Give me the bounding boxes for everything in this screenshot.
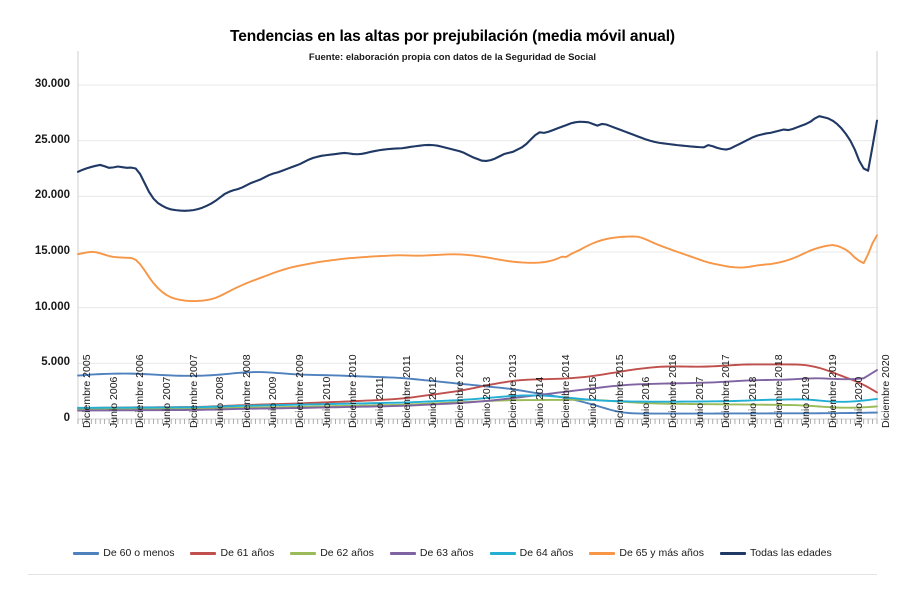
legend-swatch-icon: [589, 551, 616, 555]
x-axis-label: Junio 2017: [693, 376, 706, 428]
legend-label: De 60 o menos: [103, 547, 175, 559]
y-axis-label: 30.000: [34, 78, 70, 90]
x-axis-label: Junio 2019: [800, 376, 813, 428]
x-axis-label: Diciembre 2013: [507, 354, 520, 428]
chart-legend: De 60 o menos De 61 años De 62 años De 63 a…: [0, 548, 905, 559]
x-axis-label: Junio 2006: [107, 376, 120, 428]
x-axis-label: Junio 2013: [480, 376, 493, 428]
x-axis-label: Junio 2018: [746, 376, 759, 428]
legend-swatch-icon: [720, 551, 746, 555]
x-axis-label: Diciembre 2017: [720, 354, 733, 428]
x-axis-label: Junio 2020: [853, 376, 866, 428]
series-line-5: [77, 234, 878, 303]
legend-swatch-icon: [489, 551, 516, 555]
y-axis-label: 25.000: [34, 133, 70, 146]
x-axis-label: Diciembre 2020: [880, 354, 892, 428]
x-axis-label: Junio 2012: [427, 376, 440, 428]
x-axis-label: Diciembre 2014: [560, 354, 573, 428]
x-axis-label: Diciembre 2019: [826, 354, 839, 428]
y-axis-label: 15.000: [34, 245, 70, 257]
x-axis-label: Junio 2015: [587, 376, 600, 428]
y-axis-label: 10.000: [34, 300, 70, 313]
legend-item-4[interactable]: De 64 años: [489, 547, 574, 559]
legend-label: Todas las edades: [750, 547, 832, 559]
x-axis-label: Diciembre 2015: [613, 354, 626, 428]
x-axis-label: Diciembre 2008: [240, 354, 253, 428]
legend-swatch-icon: [73, 551, 100, 555]
x-axis-label: Diciembre 2010: [347, 354, 360, 428]
y-axis-label: 20.000: [34, 189, 70, 202]
legend-swatch-icon: [389, 551, 416, 555]
series-line-3: [77, 369, 878, 412]
x-axis-label: Junio 2014: [533, 376, 546, 428]
legend-label: De 65 y más años: [619, 547, 704, 559]
x-axis-label: Junio 2008: [214, 376, 227, 428]
series-line-0: [77, 371, 878, 415]
x-axis-label: Diciembre 2012: [453, 354, 466, 428]
x-axis-label: Diciembre 2007: [187, 354, 200, 428]
x-axis-label: Junio 2009: [267, 376, 280, 428]
legend-label: De 62 años: [320, 547, 374, 559]
x-axis-label: Diciembre 2016: [666, 354, 679, 428]
x-axis-label: Junio 2010: [320, 376, 333, 428]
x-axis-label: Diciembre 2009: [294, 354, 307, 428]
legend-swatch-icon: [290, 551, 317, 555]
x-tickmarks: [77, 419, 878, 424]
legend-item-1[interactable]: De 61 años: [190, 548, 274, 559]
x-axis-label: Diciembre 2005: [81, 354, 93, 428]
y-axis-label: 0: [63, 412, 70, 424]
legend-label: De 64 años: [519, 547, 574, 559]
legend-item-5[interactable]: De 65 y más años: [589, 548, 704, 559]
legend-item-6[interactable]: Todas las edades: [720, 548, 832, 559]
legend-item-2[interactable]: De 62 años: [290, 548, 374, 559]
x-axis-label: Diciembre 2011: [400, 355, 413, 428]
x-axis-label: Junio 2007: [160, 376, 173, 428]
x-axis-label: Junio 2016: [640, 376, 653, 428]
legend-label: De 61 años: [220, 547, 275, 559]
legend-swatch-icon: [190, 551, 217, 555]
y-axis-label: 5.000: [41, 356, 70, 369]
series-lines: [76, 115, 879, 415]
legend-item-0[interactable]: De 60 o menos: [73, 548, 174, 559]
x-axis-label: Diciembre 2006: [134, 354, 147, 428]
legend-item-3[interactable]: De 63 años: [389, 547, 474, 559]
legend-divider: [28, 574, 877, 575]
x-axis-label: Diciembre 2018: [773, 354, 786, 428]
x-axis-label: Junio 2011: [373, 377, 386, 428]
title-block: Tendencias en las altas por prejubilació…: [0, 28, 905, 63]
chart-title: Tendencias en las altas por prejubilació…: [230, 28, 675, 45]
chart-subtitle: Fuente: elaboración propia con datos de …: [308, 51, 597, 63]
series-line-6: [76, 115, 879, 212]
legend-label: De 63 años: [419, 547, 474, 559]
series-line-4: [77, 394, 878, 409]
